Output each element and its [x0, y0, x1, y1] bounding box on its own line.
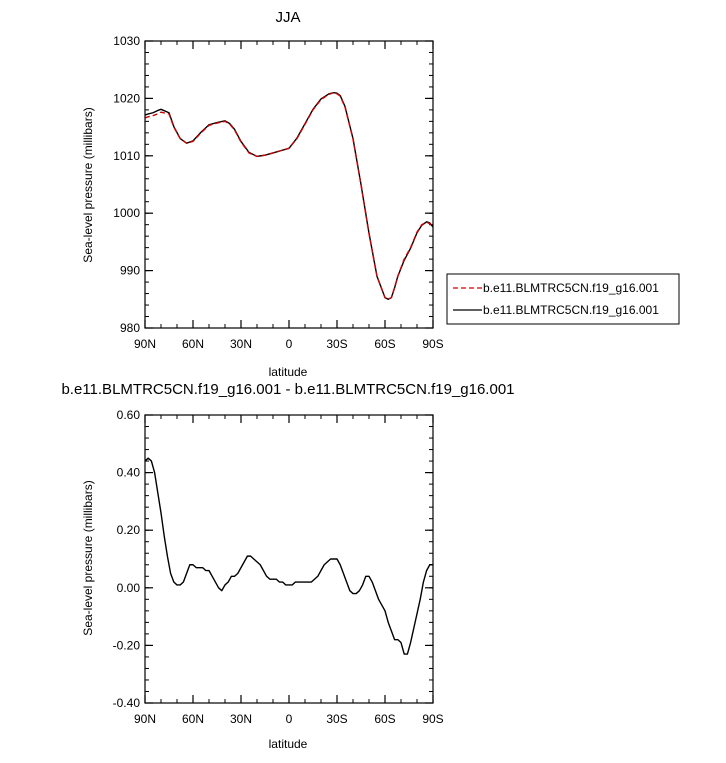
bottom-chart: b.e11.BLMTRC5CN.f19_g16.001 - b.e11.BLMT…	[61, 381, 514, 751]
top-chart-y-tick-label: 990	[120, 264, 140, 278]
bottom-chart-ylabel: Sea-level pressure (millibars)	[81, 480, 95, 635]
legend-entry-1: b.e11.BLMTRC5CN.f19_g16.001	[483, 281, 659, 295]
top-chart-x-tick-label: 60S	[374, 337, 395, 351]
top-chart-x-tick-label: 90S	[422, 337, 443, 351]
bottom-chart-x-tick-label: 90N	[134, 712, 156, 726]
bottom-chart-x-tick-label: 60S	[374, 712, 395, 726]
top-chart: JJA latitude Sea-level pressure (milliba…	[81, 9, 680, 379]
top-chart-y-tick-label: 1000	[113, 206, 140, 220]
top-chart-x-tick-label: 30N	[230, 337, 252, 351]
bottom-chart-y-tick-label: -0.20	[113, 638, 141, 652]
bottom-chart-title: b.e11.BLMTRC5CN.f19_g16.001 - b.e11.BLMT…	[61, 381, 514, 398]
top-chart-x-tick-label: 60N	[182, 337, 204, 351]
bottom-chart-xlabel: latitude	[269, 737, 308, 751]
bottom-chart-x-tick-label: 30N	[230, 712, 252, 726]
top-chart-x-tick-label: 90N	[134, 337, 156, 351]
top-chart-x-tick-label: 30S	[326, 337, 347, 351]
bottom-chart-x-tick-label: 60N	[182, 712, 204, 726]
bottom-chart-series-line-1	[144, 457, 433, 655]
bottom-chart-x-tick-label: 0	[286, 712, 293, 726]
legend-frame	[446, 273, 680, 325]
top-chart-series-line-1	[144, 91, 434, 300]
bottom-chart-x-tick-label: 30S	[326, 712, 347, 726]
top-chart-y-tick-label: 1030	[113, 34, 140, 48]
bottom-chart-y-tick-label: 0.60	[117, 408, 141, 422]
top-chart-series-line-2	[144, 91, 434, 300]
legend-entry-2: b.e11.BLMTRC5CN.f19_g16.001	[483, 303, 659, 317]
top-chart-y-tick-label: 1020	[113, 91, 140, 105]
top-chart-x-tick-label: 0	[286, 337, 293, 351]
top-chart-legend: b.e11.BLMTRC5CN.f19_g16.001 b.e11.BLMTRC…	[446, 273, 680, 325]
top-chart-plot-frame	[144, 40, 434, 329]
top-chart-y-tick-label: 1010	[113, 149, 140, 163]
top-chart-ylabel: Sea-level pressure (millibars)	[81, 107, 95, 262]
top-chart-y-tick-label: 980	[120, 321, 140, 335]
bottom-chart-y-tick-label: -0.40	[113, 696, 141, 710]
top-chart-xlabel: latitude	[269, 365, 308, 379]
bottom-chart-y-tick-label: 0.40	[117, 466, 141, 480]
top-chart-title: JJA	[275, 9, 300, 26]
bottom-chart-plot-frame	[144, 414, 434, 704]
bottom-chart-y-tick-label: 0.00	[117, 581, 141, 595]
bottom-chart-y-tick-label: 0.20	[117, 523, 141, 537]
bottom-chart-x-tick-label: 90S	[422, 712, 443, 726]
